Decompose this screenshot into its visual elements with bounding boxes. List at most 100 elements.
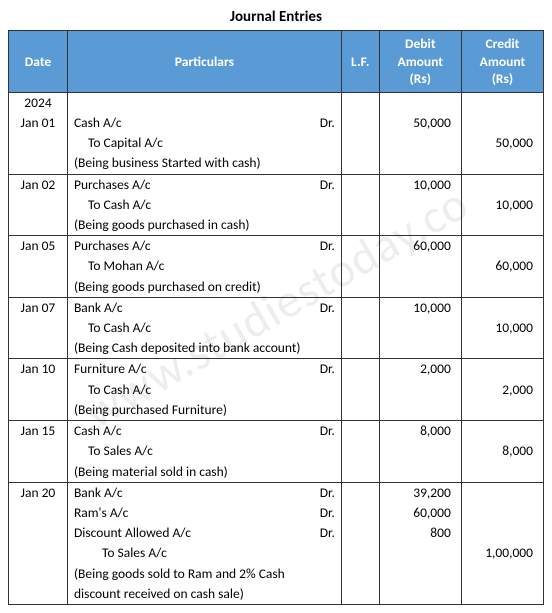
table-row: To Capital A/c 50,000: [9, 133, 544, 153]
date-cell: [9, 256, 68, 276]
debit-cell: [379, 543, 461, 563]
header-row: Date Particulars L.F. Debit Amount (Rs) …: [9, 31, 544, 93]
lf-cell: [341, 523, 379, 543]
particulars-cell: (Being Cash deposited into bank account): [67, 338, 341, 359]
debit-cell: [379, 462, 461, 483]
credit-cell: 50,000: [461, 133, 543, 153]
particulars-text: (Being goods purchased in cash): [74, 216, 250, 233]
header-lf: L.F.: [341, 31, 379, 93]
particulars-text: To Cash A/c: [74, 319, 151, 337]
date-cell: [9, 338, 68, 359]
lf-cell: [341, 359, 379, 380]
date-cell: [9, 462, 68, 483]
credit-cell: [461, 523, 543, 543]
lf-cell: [341, 277, 379, 298]
particulars-text: Bank A/c: [74, 484, 123, 501]
credit-cell: 2,000: [461, 380, 543, 400]
table-row: discount received on cash sale): [9, 584, 544, 605]
table-row: To Sales A/c1,00,000: [9, 543, 544, 563]
debit-cell: [379, 441, 461, 461]
credit-cell: [461, 153, 543, 174]
dr-mark: Dr.: [320, 484, 335, 502]
date-cell: [9, 380, 68, 400]
particulars-text: Ram's A/c: [74, 504, 128, 521]
particulars-text: To Sales A/c: [74, 442, 153, 460]
dr-mark: Dr.: [320, 524, 335, 542]
table-row: (Being goods purchased in cash): [9, 215, 544, 236]
dr-mark: Dr.: [320, 422, 335, 440]
table-row: Jan 20Bank A/cDr.39,200: [9, 482, 544, 503]
particulars-cell: (Being business Started with cash): [67, 153, 341, 174]
particulars-cell: To Sales A/c: [67, 543, 341, 563]
date-cell: [9, 195, 68, 215]
particulars-cell: Purchases A/c Dr.: [67, 174, 341, 195]
table-row: To Cash A/c 10,000: [9, 195, 544, 215]
debit-cell: 39,200: [379, 482, 461, 503]
lf-cell: [341, 174, 379, 195]
table-row: Jan 02Purchases A/cDr.10,000: [9, 174, 544, 195]
credit-cell: [461, 359, 543, 380]
lf-cell: [341, 564, 379, 584]
table-row: To Cash A/c 10,000: [9, 318, 544, 338]
debit-cell: [379, 153, 461, 174]
credit-cell: [461, 215, 543, 236]
dr-mark: Dr.: [320, 504, 335, 522]
debit-cell: [379, 584, 461, 605]
debit-cell: [379, 256, 461, 276]
credit-cell: 10,000: [461, 318, 543, 338]
date-cell: [9, 277, 68, 298]
particulars-text: Bank A/c: [74, 299, 123, 316]
debit-cell: 50,000: [379, 113, 461, 133]
particulars-text: To Sales A/c: [74, 544, 167, 562]
year-row: 2024: [9, 92, 544, 113]
table-row: (Being business Started with cash): [9, 153, 544, 174]
particulars-cell: Cash A/cDr.: [67, 421, 341, 442]
credit-cell: [461, 113, 543, 133]
debit-cell: [379, 195, 461, 215]
particulars-cell: To Cash A/c: [67, 318, 341, 338]
table-row: Jan 01Cash A/cDr.50,000: [9, 113, 544, 133]
header-date: Date: [9, 31, 68, 93]
lf-cell: [341, 400, 379, 421]
credit-cell: [461, 482, 543, 503]
date-cell: [9, 503, 68, 523]
debit-cell: [379, 380, 461, 400]
dr-mark: Dr.: [320, 237, 335, 255]
table-row: Jan 15Cash A/cDr.8,000: [9, 421, 544, 442]
particulars-text: Purchases A/c: [74, 176, 151, 193]
date-cell: [9, 441, 68, 461]
particulars-text: To Mohan A/c: [74, 257, 164, 275]
particulars-cell: Discount Allowed A/cDr.: [67, 523, 341, 543]
date-cell: [9, 584, 68, 605]
credit-cell: 10,000: [461, 195, 543, 215]
credit-cell: [461, 462, 543, 483]
dr-mark: Dr.: [320, 176, 335, 194]
particulars-cell: To Capital A/c: [67, 133, 341, 153]
lf-cell: [341, 462, 379, 483]
debit-cell: [379, 564, 461, 584]
particulars-cell: Bank A/c Dr.: [67, 482, 341, 503]
date-cell: Jan 02: [9, 174, 68, 195]
particulars-cell: Furniture A/cDr.: [67, 359, 341, 380]
table-row: To Mohan A/c 60,000: [9, 256, 544, 276]
credit-cell: 60,000: [461, 256, 543, 276]
lf-cell: [341, 113, 379, 133]
particulars-cell: (Being purchased Furniture): [67, 400, 341, 421]
lf-cell: [341, 380, 379, 400]
lf-cell: [341, 421, 379, 442]
particulars-cell: Purchases A/c Dr.: [67, 236, 341, 257]
debit-cell: 60,000: [379, 236, 461, 257]
table-row: Ram's A/cDr.60,000: [9, 503, 544, 523]
header-particulars: Particulars: [67, 31, 341, 93]
debit-cell: 800: [379, 523, 461, 543]
page-title: Journal Entries: [8, 8, 544, 26]
particulars-text: Purchases A/c: [74, 237, 151, 254]
table-row: (Being purchased Furniture): [9, 400, 544, 421]
particulars-text: To Cash A/c: [74, 196, 151, 214]
table-row: To Sales A/c8,000: [9, 441, 544, 461]
lf-cell: [341, 543, 379, 563]
empty-cell: [67, 92, 341, 113]
journal-table: Date Particulars L.F. Debit Amount (Rs) …: [8, 30, 544, 605]
lf-cell: [341, 338, 379, 359]
dr-mark: Dr.: [320, 299, 335, 317]
